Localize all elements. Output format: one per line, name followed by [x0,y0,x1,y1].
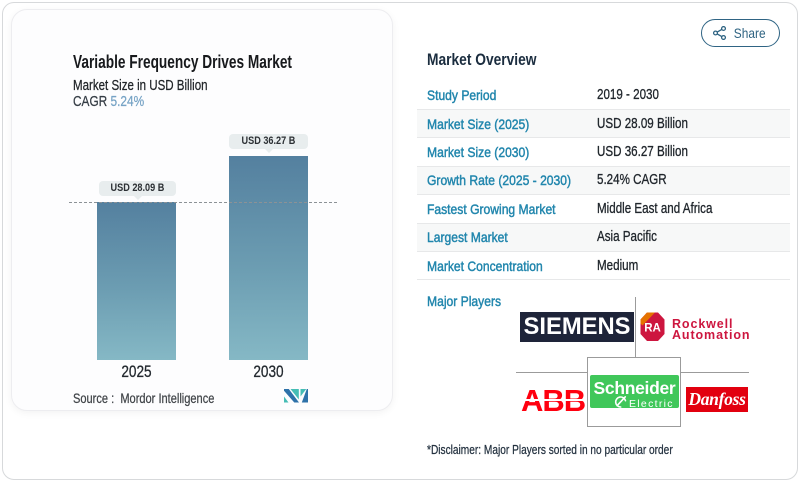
svg-text:RA: RA [644,323,661,335]
